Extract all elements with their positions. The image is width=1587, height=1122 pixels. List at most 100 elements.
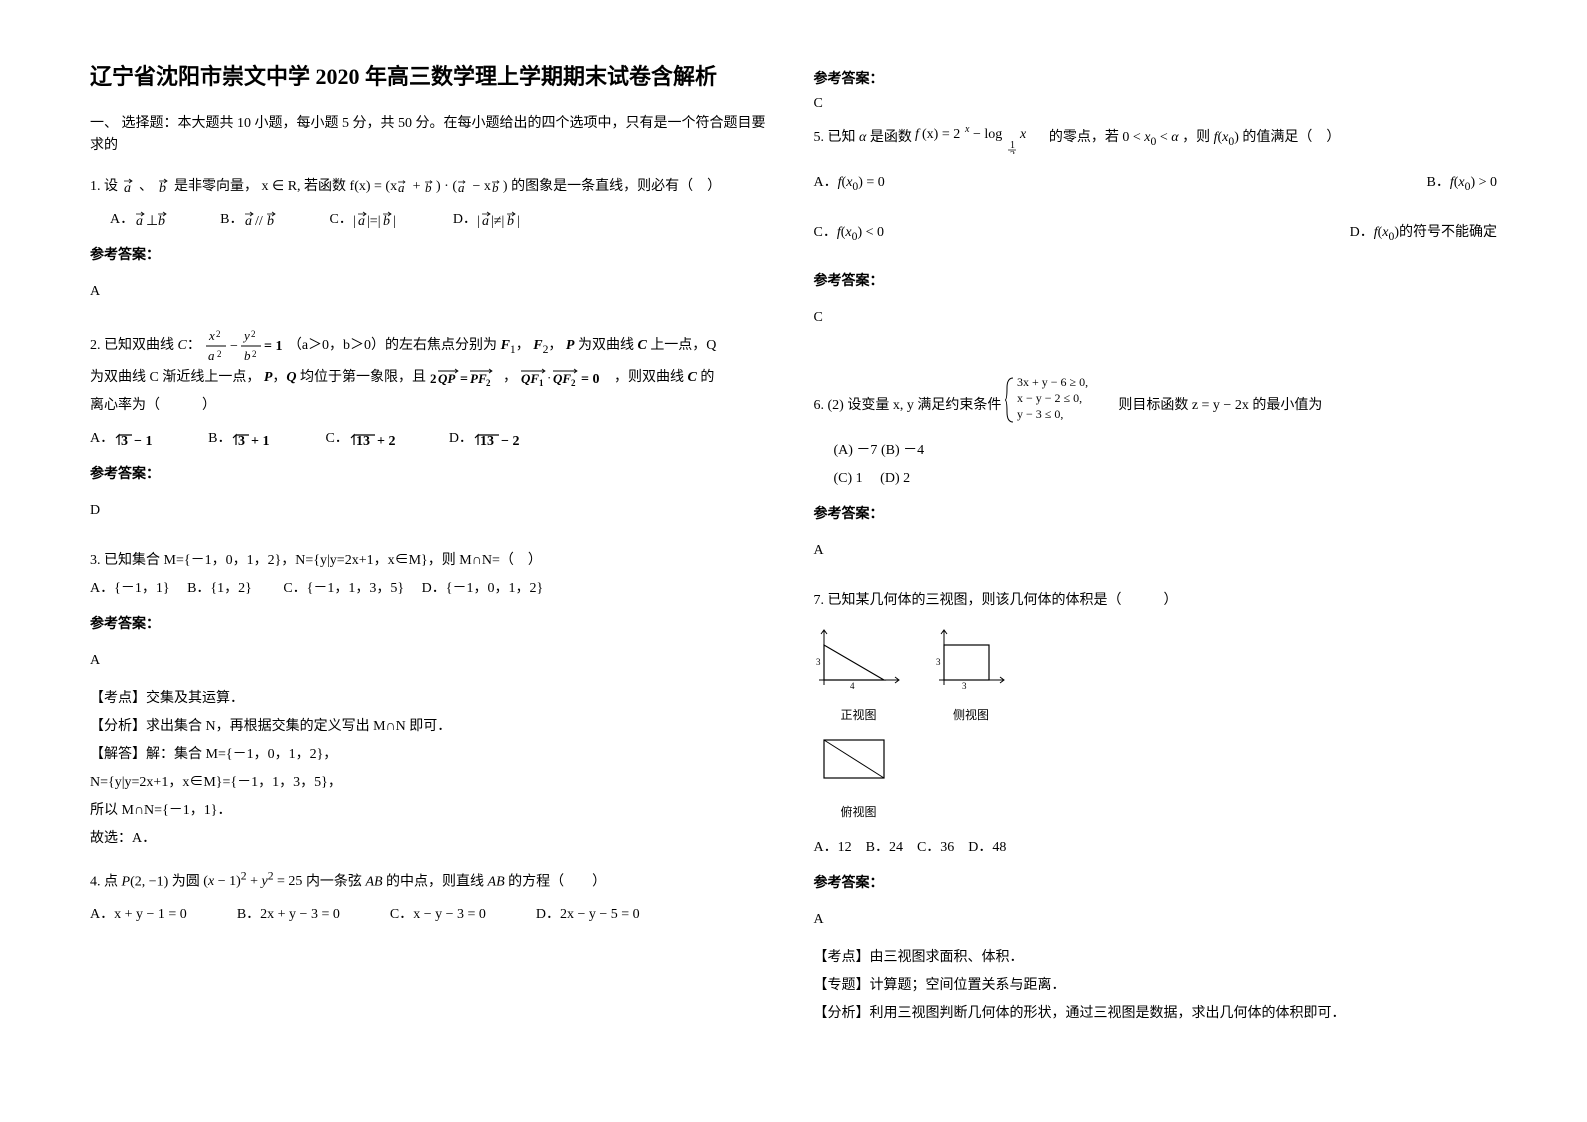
- question-1: 1. 设 a 、 b 是非零向量， x ∈ R, 若函数 f(x) = (xa …: [90, 173, 774, 316]
- side-view-icon: 3 3: [934, 625, 1009, 690]
- svg-text:4: 4: [850, 681, 855, 690]
- svg-text:13: 13: [480, 434, 494, 449]
- svg-text:2: 2: [571, 378, 576, 388]
- svg-text:|: |: [517, 214, 520, 229]
- q2-text: 2. 已知双曲线 C： x2 a2 − y2 b2 = 1 （a＞0，b＞0）的…: [90, 338, 716, 353]
- q2-optD: D．13− 2: [449, 425, 523, 453]
- q5-fx-icon: f (x) = 2 x − log 1 2 x: [915, 122, 1045, 154]
- svg-text:= 1: = 1: [264, 339, 282, 354]
- svg-text:a: a: [136, 214, 143, 229]
- svg-text:f: f: [915, 127, 921, 142]
- q2-eq1-icon: 2QP=PF2: [430, 368, 500, 388]
- svg-text:− 2: − 2: [501, 434, 519, 449]
- q4-P: P(2, −1): [122, 874, 169, 889]
- q2-F2: F2: [533, 338, 548, 353]
- q5-range: 0 < x0 < α: [1122, 130, 1178, 145]
- svg-text:=: =: [460, 372, 468, 387]
- vector-b-icon: b: [157, 177, 171, 197]
- svg-text:2: 2: [1010, 150, 1015, 154]
- svg-text:b: b: [159, 181, 166, 196]
- q1-answer-label: 参考答案：: [90, 242, 774, 270]
- svg-text:b: b: [244, 348, 251, 363]
- q7-zhuanti: 【专题】计算题；空间位置关系与距离．: [814, 972, 1498, 1000]
- q3-optB: B．{1，2}: [187, 581, 252, 596]
- q2-answer-label: 参考答案：: [90, 461, 774, 489]
- q6-optB: (B) －4: [881, 443, 924, 458]
- svg-text:b: b: [383, 214, 390, 229]
- q3-text: 3. 已知集合 M={－1，0，1，2}，N={y|y=2x+1，x∈M}，则 …: [90, 547, 774, 575]
- svg-text:2: 2: [216, 329, 221, 339]
- q5-optD: D．f(x0)的符号不能确定: [1155, 219, 1497, 248]
- q5-options: A．f(x0) = 0 B．f(x0) > 0 C．f(x0) < 0 D．f(…: [814, 169, 1498, 248]
- svg-text:QP: QP: [438, 371, 456, 386]
- side-view: 3 3 侧视图: [934, 625, 1009, 727]
- question-2: 2. 已知双曲线 C： x2 a2 − y2 b2 = 1 （a＞0，b＞0）的…: [90, 328, 774, 535]
- svg-text:(x) = 2: (x) = 2: [922, 127, 960, 142]
- q2-answer: D: [90, 497, 774, 525]
- svg-text:− 1: − 1: [134, 434, 152, 449]
- q6-c3: y − 3 ≤ 0,: [1017, 407, 1063, 421]
- q5-answer: C: [814, 304, 1498, 332]
- svg-text:+ 2: + 2: [377, 434, 395, 449]
- q6-optA: (A) －7: [834, 443, 878, 458]
- q3-jieda3: 所以 M∩N={－1，1}．: [90, 797, 774, 825]
- q5-optC: C．f(x0) < 0: [814, 219, 1156, 248]
- svg-text:y: y: [242, 328, 250, 343]
- top-view-label: 俯视图: [814, 800, 904, 824]
- q1-answer: A: [90, 278, 774, 306]
- q4-answer: C: [814, 96, 1498, 112]
- q5-optA: A．f(x0) = 0: [814, 169, 1156, 198]
- q7-fenxi: 【分析】利用三视图判断几何体的形状，通过三视图是数据，求出几何体的体积即可．: [814, 1000, 1498, 1028]
- svg-text:2: 2: [486, 378, 491, 388]
- q6-c1: 3x + y − 6 ≥ 0,: [1017, 375, 1088, 389]
- q3-optA: A．{－1，1}: [90, 581, 170, 596]
- q4-options: A．x + y − 1 = 0 B．2x + y − 3 = 0 C．x − y…: [90, 901, 774, 929]
- svg-text:b: b: [267, 214, 274, 229]
- q6-optsAB: (A) －7 (B) －4: [834, 437, 1498, 465]
- q3-kaodian: 【考点】交集及其运算．: [90, 685, 774, 713]
- q3-optC: C．{－1，1，3，5}: [283, 581, 404, 596]
- q1-optC: C．|a|=|b|: [329, 206, 402, 234]
- svg-text:|: |: [393, 214, 396, 229]
- svg-text:2: 2: [217, 349, 222, 359]
- svg-text:+ 1: + 1: [251, 434, 269, 449]
- svg-text:a: a: [482, 214, 489, 229]
- question-4: 4. 点 P(2, −1) 为圆 (x − 1)2 + y2 = 25 内一条弦…: [90, 865, 774, 935]
- three-views: 4 3 正视图 3 3 侧视图: [814, 625, 1498, 824]
- svg-text:3: 3: [816, 657, 821, 667]
- q4-text: 4. 点 P(2, −1) 为圆 (x − 1)2 + y2 = 25 内一条弦…: [90, 874, 606, 889]
- side-view-label: 侧视图: [934, 703, 1009, 727]
- q6-optsCD: (C) 1 (D) 2: [834, 465, 1498, 493]
- q4-optB: B．2x + y − 3 = 0: [237, 901, 340, 929]
- q5-answer-label: 参考答案：: [814, 268, 1498, 296]
- q5-optB: B．f(x0) > 0: [1155, 169, 1497, 198]
- q2-F1: F1: [501, 338, 516, 353]
- svg-text:PF: PF: [470, 371, 487, 386]
- q5-fx0: f(x0): [1214, 130, 1239, 145]
- svg-text:·: ·: [547, 370, 551, 385]
- q1-optB: B．a//b: [220, 206, 279, 234]
- svg-text:|=|: |=|: [367, 214, 381, 229]
- svg-text:a: a: [358, 214, 365, 229]
- q1-options: A．a⊥b B．a//b C．|a|=|b| D．|a|≠|b|: [110, 206, 774, 234]
- q3-jieda4: 故选：A．: [90, 825, 774, 853]
- q5-alpha: α: [859, 130, 866, 145]
- q6-answer: A: [814, 537, 1498, 565]
- q1-text: 1. 设 a 、 b 是非零向量， x ∈ R, 若函数 f(x) = (xa …: [90, 179, 721, 194]
- svg-text:QF: QF: [553, 371, 571, 386]
- front-view: 4 3 正视图: [814, 625, 904, 727]
- svg-text:x: x: [964, 124, 970, 135]
- q2-line3: 离心率为（ ）: [90, 392, 774, 420]
- exam-title: 辽宁省沈阳市崇文中学 2020 年高三数学理上学期期末试卷含解析: [90, 60, 774, 93]
- top-view: 俯视图: [814, 732, 904, 824]
- svg-text:3: 3: [962, 681, 967, 690]
- q4-optD: D．2x − y − 5 = 0: [536, 901, 640, 929]
- q2-optA: A．3− 1: [90, 425, 158, 453]
- q4-optC: C．x − y − 3 = 0: [390, 901, 486, 929]
- right-column: 参考答案： C 5. 已知 α 是函数 f (x) = 2 x − log 1 …: [814, 60, 1498, 1062]
- q7-kaodian: 【考点】由三视图求面积、体积．: [814, 944, 1498, 972]
- svg-text:|: |: [477, 214, 480, 229]
- front-view-icon: 4 3: [814, 625, 904, 690]
- svg-text:x: x: [1019, 127, 1027, 142]
- svg-text:3: 3: [936, 657, 941, 667]
